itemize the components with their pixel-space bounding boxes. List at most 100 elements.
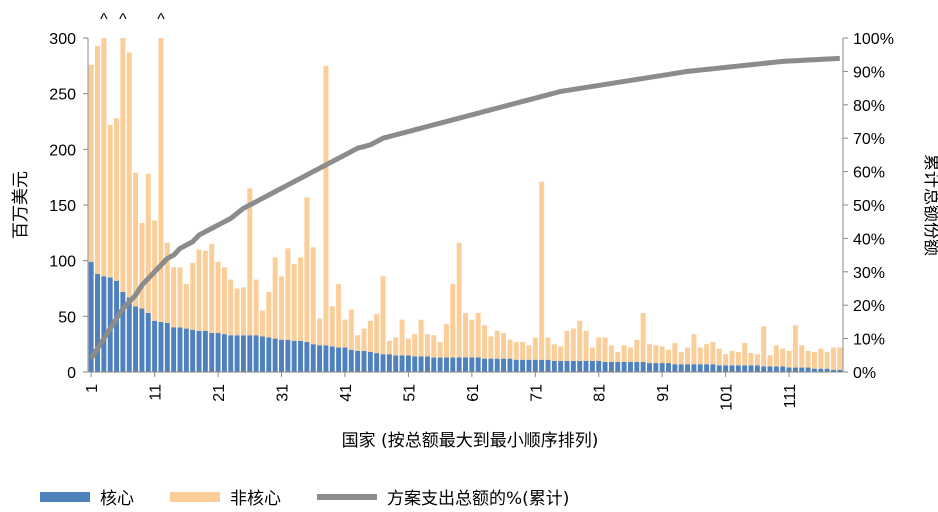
- overflow-marker: ^: [119, 11, 127, 28]
- bar-core: [310, 344, 316, 372]
- bar-noncore: [691, 334, 697, 365]
- bar-noncore: [748, 353, 754, 366]
- bar-noncore: [190, 262, 196, 330]
- bar-core: [450, 357, 456, 372]
- bar-core: [95, 274, 100, 372]
- bar-noncore: [412, 334, 418, 357]
- bar-core: [279, 339, 284, 372]
- legend-swatch-noncore: [170, 491, 220, 502]
- bar-noncore: [672, 343, 678, 365]
- bar-core: [456, 357, 462, 372]
- y-tick-label: 250: [49, 87, 76, 104]
- bar-core: [393, 355, 399, 372]
- bar-noncore: [202, 250, 208, 331]
- cumulative-line: [89, 55, 840, 360]
- bar-core: [704, 364, 710, 372]
- bar-noncore: [577, 320, 583, 361]
- bar-noncore: [469, 319, 475, 358]
- x-axis-label: 国家 (按总额最大到最小顺序排列): [342, 431, 599, 451]
- x-tick-label: 71: [528, 384, 545, 402]
- bar-noncore: [133, 172, 139, 307]
- bar-core: [101, 276, 107, 372]
- bar-core: [221, 334, 227, 372]
- bar-core: [431, 357, 437, 372]
- bar-core: [247, 335, 253, 372]
- bar-core: [164, 323, 170, 372]
- y-tick-label: 200: [49, 142, 76, 159]
- bar-core: [558, 360, 564, 372]
- bar-core: [824, 368, 830, 372]
- bar-noncore: [716, 348, 722, 366]
- bar-core: [691, 364, 697, 372]
- bar-core: [520, 359, 526, 372]
- y2-tick-label: 50%: [853, 198, 885, 215]
- bar-noncore: [742, 343, 748, 366]
- bar-noncore: [114, 118, 120, 281]
- bar-core: [539, 359, 545, 372]
- bar-noncore: [374, 314, 380, 354]
- bar-noncore: [761, 326, 767, 367]
- bar-core: [177, 327, 183, 372]
- bar-core: [437, 357, 443, 372]
- x-tick-label: 111: [782, 384, 799, 408]
- bar-core: [304, 341, 310, 372]
- bar-noncore: [564, 330, 570, 361]
- bar-noncore: [608, 345, 614, 362]
- bar-noncore: [602, 337, 608, 362]
- bar-noncore: [634, 339, 640, 362]
- bar-core: [792, 367, 798, 372]
- bar-noncore: [615, 351, 621, 362]
- bar-core: [621, 361, 627, 372]
- bar-core: [685, 364, 691, 372]
- bar-noncore: [640, 312, 646, 362]
- bar-core: [190, 329, 196, 372]
- bar-noncore: [215, 261, 221, 334]
- bar-noncore: [95, 45, 100, 275]
- bar-noncore: [126, 52, 132, 298]
- bar-core: [805, 367, 811, 372]
- bar-core: [831, 369, 836, 372]
- bar-core: [786, 367, 792, 372]
- x-tick-label: 51: [401, 384, 418, 402]
- bar-noncore: [837, 347, 843, 370]
- bar-core: [735, 365, 741, 372]
- bar-noncore: [88, 64, 94, 262]
- bar-core: [501, 358, 507, 372]
- axes-layer: ^ ^ ^ 0 50 100 150 200 250 300 0% 10% 20% 30% 40% 50% 60…: [49, 11, 894, 411]
- bar-core: [602, 361, 608, 372]
- bar-core: [145, 312, 151, 372]
- legend-label-noncore: 非核心: [230, 489, 281, 509]
- bar-core: [482, 358, 488, 372]
- bar-core: [811, 368, 817, 372]
- y2-tick-label: 100%: [853, 31, 894, 48]
- bar-noncore: [558, 346, 564, 361]
- bar-noncore: [164, 242, 170, 324]
- bar-noncore: [285, 248, 291, 340]
- bar-noncore: [482, 325, 488, 359]
- bar-core: [754, 365, 760, 372]
- bar-noncore: [596, 337, 602, 361]
- bar-noncore: [253, 279, 259, 336]
- bar-noncore: [107, 124, 113, 278]
- bar-core: [88, 261, 94, 372]
- bar-noncore: [773, 345, 779, 367]
- bar-noncore: [520, 341, 526, 360]
- bar-core: [285, 339, 291, 372]
- bar-noncore: [424, 334, 430, 357]
- bar-noncore: [291, 264, 297, 341]
- bar-core: [710, 364, 716, 372]
- bar-noncore: [678, 351, 684, 365]
- y2-tick-label: 60%: [853, 165, 885, 182]
- bar-noncore: [158, 38, 164, 322]
- bar-noncore: [697, 347, 703, 365]
- bar-noncore: [824, 351, 830, 369]
- bar-core: [780, 366, 786, 372]
- bar-noncore: [367, 320, 373, 352]
- bar-noncore: [589, 347, 595, 361]
- bar-noncore: [234, 288, 240, 336]
- bar-core: [627, 361, 633, 372]
- y-tick-label: 300: [49, 31, 76, 48]
- bar-noncore: [323, 65, 329, 346]
- bar-core: [329, 346, 335, 372]
- bar-noncore: [443, 324, 449, 358]
